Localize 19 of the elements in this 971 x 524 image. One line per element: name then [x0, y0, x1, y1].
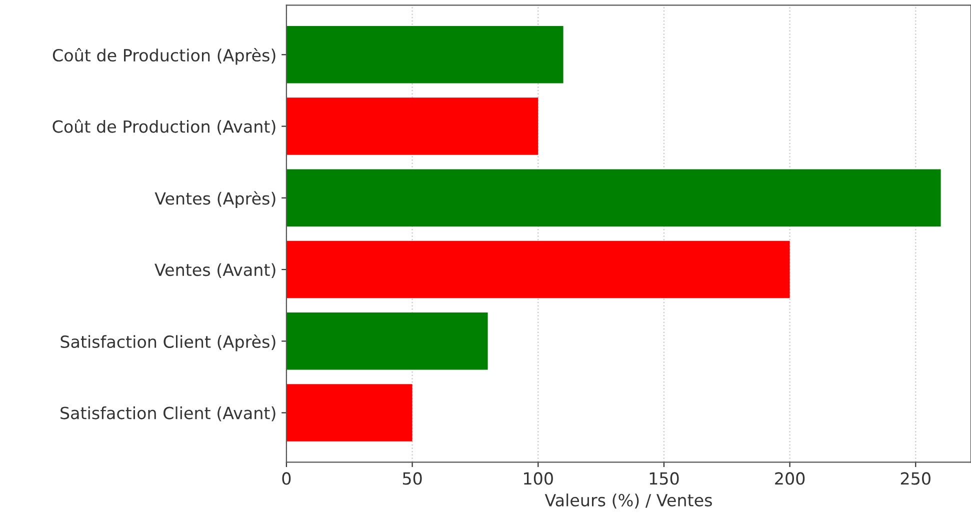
x-axis-title: Valeurs (%) / Ventes — [544, 494, 712, 508]
x-tick-label: 0 — [282, 472, 291, 485]
y-tick-label: Ventes (Après) — [154, 191, 276, 208]
y-tick-label: Ventes (Avant) — [154, 263, 276, 278]
x-tick-label: 250 — [900, 472, 930, 485]
bar — [286, 169, 941, 227]
x-tick-label: 50 — [402, 472, 422, 485]
y-tick-label: Coût de Production (Avant) — [52, 119, 276, 135]
bar — [286, 384, 412, 442]
y-tick-label: Coût de Production (Après) — [52, 48, 276, 65]
y-tick-label: Satisfaction Client (Après) — [60, 334, 276, 352]
bar — [286, 312, 488, 370]
bar — [286, 98, 538, 155]
x-tick-label: 200 — [775, 472, 805, 485]
bar — [286, 240, 790, 298]
bar — [286, 26, 564, 84]
x-tick-label: 150 — [650, 472, 679, 485]
y-tick-label: Satisfaction Client (Avant) — [60, 406, 276, 422]
x-tick-label: 100 — [524, 472, 553, 485]
